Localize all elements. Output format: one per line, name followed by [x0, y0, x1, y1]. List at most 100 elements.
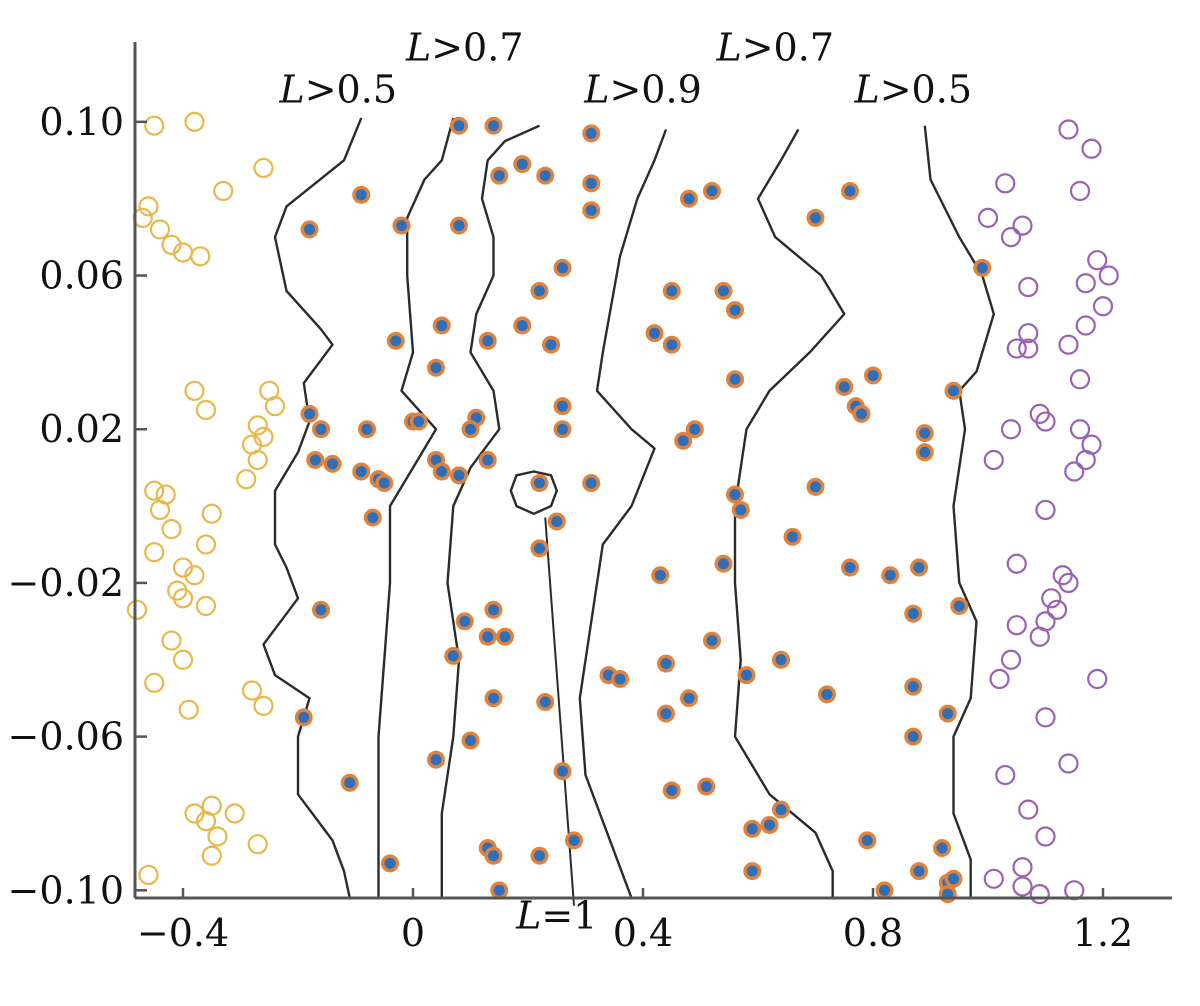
point-core	[585, 204, 597, 216]
open-circle-yellow-point-24	[144, 542, 165, 563]
point-core	[936, 842, 948, 854]
y-tick-label-1: 0.06	[39, 254, 124, 298]
filled-dot-blue-orange-point-72	[312, 600, 330, 619]
point-core	[304, 408, 315, 420]
filled-dot-blue-orange-point-14	[662, 281, 681, 300]
point-core	[907, 608, 919, 620]
filled-dot-blue-orange-point-45	[864, 366, 882, 385]
open-circle-purple-point-1	[1081, 138, 1102, 159]
filled-dot-blue-orange-point-59	[726, 485, 744, 504]
filled-dot-blue-orange-point-82	[904, 604, 923, 623]
point-core	[746, 865, 758, 877]
open-circle-purple-point-24	[1075, 449, 1096, 471]
point-core	[746, 823, 758, 835]
open-circle-yellow-point-18	[236, 469, 257, 490]
filled-dot-blue-orange-point-32	[312, 420, 330, 439]
point-core	[482, 454, 494, 466]
filled-dot-blue-orange-point-10	[582, 201, 601, 220]
filled-dot-blue-orange-point-60	[731, 500, 750, 519]
filled-dot-blue-orange-point-5	[490, 166, 509, 185]
point-core	[488, 120, 499, 132]
open-circle-purple-point-14	[1006, 338, 1027, 359]
point-core	[367, 512, 379, 524]
point-core	[344, 777, 356, 789]
filled-dot-blue-orange-point-68	[714, 554, 733, 573]
open-circle-purple-point-42	[1035, 826, 1056, 847]
open-circle-yellow-point-3	[213, 180, 234, 202]
y-tick-label-5: −0.10	[8, 868, 124, 912]
filled-dot-blue-orange-point-101	[743, 819, 762, 838]
point-core	[557, 400, 568, 412]
filled-dot-blue-orange-point-47	[915, 424, 934, 443]
open-circle-yellow-point-19	[144, 480, 165, 501]
open-circle-purple-point-43	[1012, 857, 1033, 878]
point-core	[298, 711, 310, 723]
point-core	[534, 850, 545, 862]
contour-line-6	[509, 470, 558, 515]
filled-dot-blue-orange-point-40	[685, 420, 704, 439]
filled-dot-blue-orange-point-91	[904, 677, 923, 696]
filled-dot-blue-orange-point-90	[818, 685, 836, 704]
point-core	[729, 489, 741, 501]
filled-dot-blue-orange-point-76	[496, 627, 514, 646]
open-circle-purple-point-23	[983, 449, 1004, 471]
point-core	[867, 369, 879, 381]
point-core	[534, 477, 545, 489]
point-core	[729, 304, 741, 316]
filled-dot-blue-orange-point-19	[806, 208, 825, 227]
point-core	[465, 734, 476, 746]
y-tick-label-3: −0.02	[8, 561, 124, 605]
open-circle-purple-point-30	[1041, 588, 1062, 609]
filled-dot-blue-orange-point-46	[944, 381, 963, 400]
point-core	[775, 654, 787, 666]
point-core	[430, 754, 442, 766]
point-core	[516, 158, 528, 170]
open-circle-yellow-point-23	[161, 519, 182, 540]
point-core	[545, 339, 557, 351]
contour-label-1: L>0.7	[405, 25, 524, 69]
open-circle-purple-point-38	[1035, 707, 1056, 728]
point-core	[666, 285, 678, 297]
filled-dot-blue-orange-point-11	[450, 216, 468, 235]
point-core	[482, 335, 494, 347]
point-core	[919, 446, 931, 458]
filled-dot-blue-orange-point-23	[386, 331, 405, 350]
filled-dot-blue-orange-point-25	[513, 316, 532, 335]
filled-dot-blue-orange-point-106	[530, 846, 549, 865]
open-circle-yellow-point-27	[184, 565, 205, 586]
point-core	[787, 531, 798, 543]
contour-label-0: L>0.5	[278, 68, 397, 112]
contour-line-5	[923, 125, 995, 898]
open-circle-purple-point-44	[983, 868, 1004, 889]
open-circle-purple-point-34	[1029, 626, 1050, 647]
filled-dot-blue-orange-point-87	[657, 704, 675, 723]
point-core	[856, 408, 867, 420]
open-circle-yellow-point-42	[207, 826, 228, 847]
contours-layer	[262, 117, 995, 906]
y-tick-label-2: 0.02	[39, 407, 124, 451]
point-core	[706, 185, 718, 197]
open-circle-yellow-point-10	[184, 380, 205, 401]
filled-dot-blue-orange-point-56	[478, 450, 497, 469]
y-tick-label-0: 0.10	[39, 100, 124, 144]
point-core	[706, 635, 718, 647]
filled-dot-blue-orange-point-64	[547, 512, 566, 531]
filled-dot-blue-orange-point-42	[835, 377, 854, 396]
filled-dot-blue-orange-point-99	[662, 781, 681, 800]
point-core	[430, 362, 442, 374]
point-core	[413, 416, 425, 428]
open-circle-yellow-point-39	[224, 803, 245, 824]
filled-dot-blue-orange-point-50	[352, 462, 371, 481]
filled-dot-blue-orange-point-65	[530, 539, 549, 558]
open-circle-yellow-point-32	[161, 630, 182, 651]
ticks-layer: −0.4 0 0.4 0.8 1.2 0.10 0.06 0.02 −0.02 −0.06 −0.1…	[8, 100, 1134, 955]
point-core	[585, 177, 597, 189]
filled-dot-blue-orange-point-27	[645, 324, 664, 343]
point-core	[683, 193, 695, 205]
filled-dot-blue-orange-point-74	[455, 612, 474, 631]
open-circle-purple-point-20	[1000, 419, 1022, 440]
point-core	[384, 857, 396, 869]
open-circle-yellow-point-33	[172, 649, 194, 670]
point-core	[378, 477, 390, 489]
open-circle-yellow-point-41	[195, 811, 217, 832]
